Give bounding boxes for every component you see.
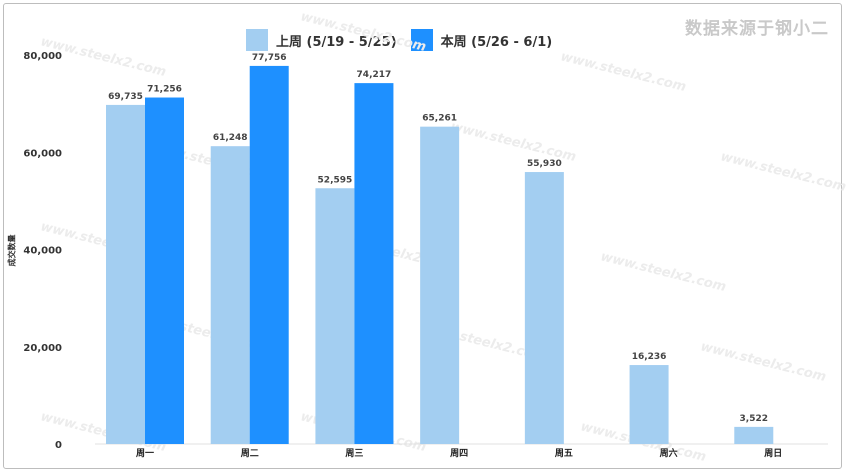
x-tick-label: 周日	[764, 448, 782, 459]
x-tick-label: 周三	[345, 448, 363, 459]
legend-swatch-last-week	[246, 29, 268, 51]
data-label: 77,756	[252, 53, 287, 63]
data-label: 16,236	[632, 352, 667, 362]
watermark-text: www.steelx2.com	[719, 149, 847, 195]
y-tick-label: 40,000	[23, 246, 62, 257]
bar	[524, 172, 564, 444]
legend-label-this-week: 本周 (5/26 - 6/1)	[440, 34, 553, 50]
x-tick-label: 周二	[241, 448, 259, 459]
legend-item-last-week[interactable]: 上周 (5/19 - 5/25)	[246, 29, 397, 51]
bar	[315, 188, 355, 444]
data-label: 65,261	[422, 114, 457, 124]
watermark-text: www.steelx2.com	[559, 49, 688, 95]
legend-label-last-week: 上周 (5/19 - 5/25)	[276, 34, 397, 50]
legend: 上周 (5/19 - 5/25) 本周 (5/26 - 6/1)	[246, 29, 552, 51]
data-label: 3,522	[740, 414, 768, 424]
data-label: 74,217	[357, 70, 392, 80]
bar	[734, 426, 774, 444]
bar	[106, 104, 145, 444]
watermark-text: www.steelx2.com	[599, 249, 728, 295]
source-note: 数据来源于钢小二	[685, 19, 829, 39]
data-label: 55,930	[527, 159, 562, 169]
bar	[629, 365, 669, 444]
y-tick-label: 20,000	[23, 343, 62, 354]
x-tick-label: 周四	[450, 448, 468, 459]
x-tick-label: 周六	[660, 447, 678, 459]
bar	[249, 65, 289, 445]
x-tick-label: 周五	[555, 448, 573, 459]
watermark-text: www.steelx2.com	[699, 339, 828, 385]
bar	[354, 83, 394, 444]
data-label: 52,595	[318, 175, 353, 185]
y-tick-label: 0	[55, 440, 62, 451]
legend-swatch-this-week	[410, 29, 433, 51]
bar	[210, 146, 250, 445]
watermark-text: www.steelx2.com	[299, 9, 428, 55]
data-label: 69,735	[108, 92, 143, 102]
legend-item-this-week[interactable]: 本周 (5/26 - 6/1)	[410, 29, 553, 51]
data-label: 71,256	[147, 85, 182, 95]
bar	[420, 126, 460, 444]
data-label: 61,248	[213, 133, 248, 143]
y-tick-label: 60,000	[23, 148, 62, 159]
bar	[145, 97, 184, 444]
y-tick-label: 80,000	[23, 51, 62, 62]
x-tick-label: 周一	[136, 448, 154, 459]
